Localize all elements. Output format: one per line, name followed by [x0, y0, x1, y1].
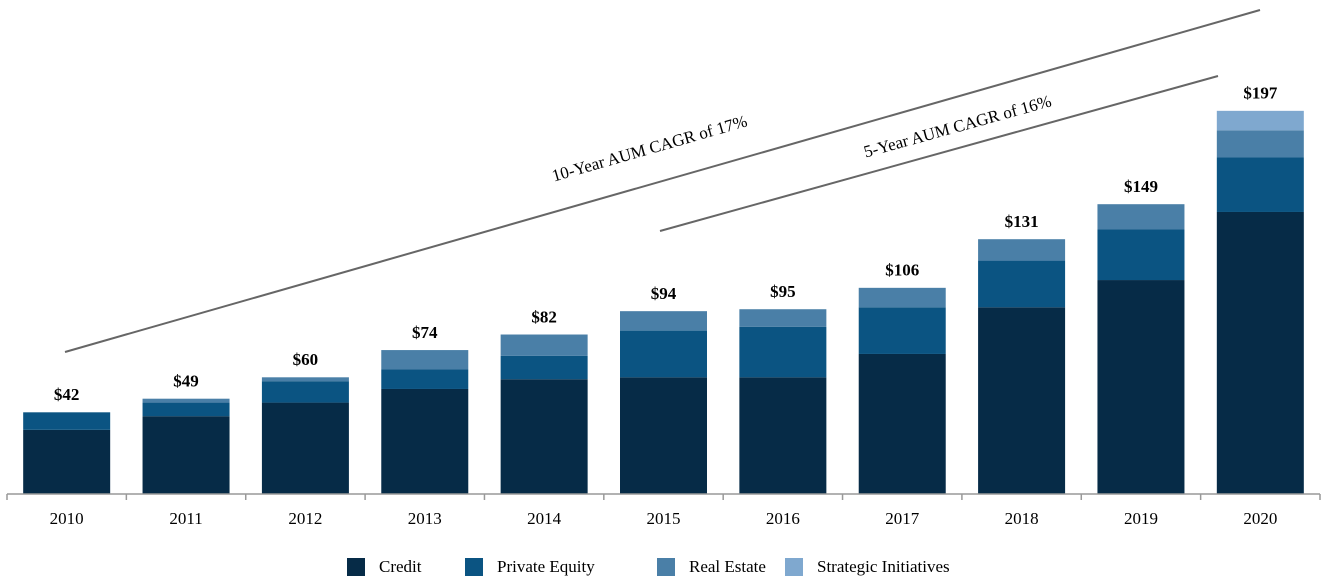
bar-segment	[142, 402, 230, 417]
legend-swatch	[785, 558, 803, 576]
x-tick-label: 2017	[885, 509, 920, 528]
bar-segment	[381, 388, 469, 494]
bar-segment	[858, 287, 946, 308]
total-label: $60	[293, 350, 319, 369]
total-label: $94	[651, 284, 677, 303]
x-tick-label: 2014	[527, 509, 562, 528]
bar-segment	[620, 311, 707, 331]
bar-segment	[23, 412, 111, 430]
bar-segment	[978, 260, 1066, 308]
annotation: 10-Year AUM CAGR of 17%	[550, 111, 750, 185]
bar-segment	[261, 402, 349, 494]
legend-swatch	[347, 558, 365, 576]
legend-label: Private Equity	[497, 557, 595, 576]
bar-segment	[261, 381, 349, 403]
x-tick-label: 2018	[1005, 509, 1039, 528]
total-label: $95	[770, 282, 796, 301]
legend-label: Real Estate	[689, 557, 766, 576]
bar-segment	[500, 379, 588, 494]
bar-segment	[1216, 130, 1304, 158]
x-tick-label: 2010	[50, 509, 84, 528]
legend-swatch	[465, 558, 483, 576]
total-label: $82	[531, 307, 557, 326]
total-label: $197	[1243, 84, 1278, 103]
bar-segment	[142, 398, 230, 403]
x-tick-label: 2019	[1124, 509, 1158, 528]
bar-segment	[1216, 110, 1304, 131]
x-tick-label: 2015	[647, 509, 681, 528]
legend-swatch	[657, 558, 675, 576]
bar-segment	[978, 239, 1066, 261]
bar-segment	[381, 350, 469, 370]
bar-segment	[1097, 229, 1185, 281]
cagr-line	[64, 9, 1261, 353]
total-label: $74	[412, 323, 438, 342]
total-label: $106	[885, 261, 919, 280]
bar-segment	[978, 307, 1066, 494]
bar-segment	[1097, 280, 1185, 494]
annotation: 5-Year AUM CAGR of 16%	[862, 91, 1054, 161]
bar-segment	[1216, 157, 1304, 212]
bar-segment	[500, 334, 588, 356]
bar-segment	[739, 377, 827, 494]
total-label: $42	[54, 385, 80, 404]
legend-label: Credit	[379, 557, 422, 576]
bar-segment	[858, 307, 946, 354]
bar-segment	[142, 416, 230, 494]
bar-segment	[858, 353, 946, 494]
bar-segment	[1097, 204, 1185, 230]
bar-segment	[620, 330, 707, 378]
bar-segment	[381, 369, 469, 389]
bar-segment	[500, 355, 588, 380]
cagr-line	[659, 75, 1219, 232]
bar-segment	[739, 326, 827, 378]
bar-segment	[23, 429, 111, 494]
bar-segment	[620, 377, 707, 494]
x-tick-label: 2020	[1243, 509, 1277, 528]
x-tick-label: 2013	[408, 509, 442, 528]
bar-segment	[1216, 211, 1304, 494]
legend-label: Strategic Initiatives	[817, 557, 950, 576]
x-tick-label: 2012	[288, 509, 322, 528]
total-label: $149	[1124, 177, 1158, 196]
x-tick-label: 2016	[766, 509, 800, 528]
total-label: $131	[1005, 212, 1039, 231]
bar-segment	[739, 309, 827, 327]
bar-segment	[261, 377, 349, 382]
total-label: $49	[173, 372, 199, 391]
x-tick-label: 2011	[169, 509, 202, 528]
